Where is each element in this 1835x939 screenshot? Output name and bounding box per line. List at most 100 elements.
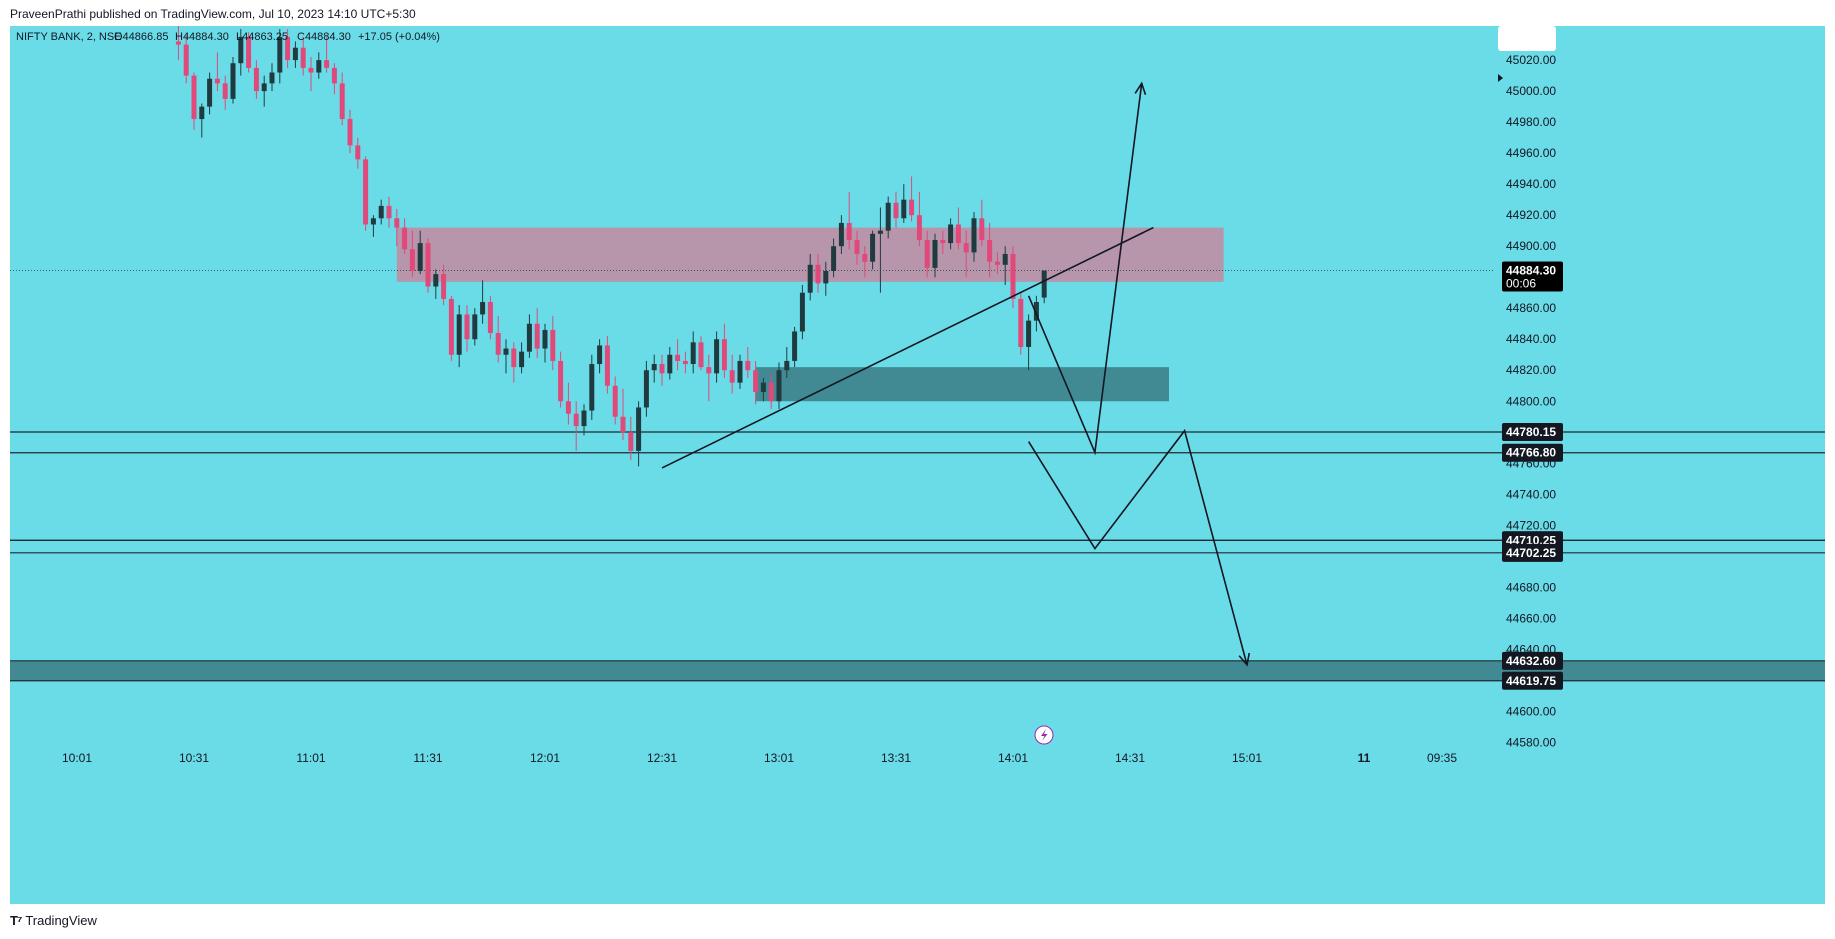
candle[interactable] bbox=[573, 401, 579, 451]
candle[interactable] bbox=[308, 57, 314, 92]
candle[interactable] bbox=[456, 305, 462, 368]
candle[interactable] bbox=[604, 336, 610, 394]
candle[interactable] bbox=[448, 295, 454, 361]
candle[interactable] bbox=[815, 253, 821, 293]
candle[interactable] bbox=[269, 63, 275, 92]
candle[interactable] bbox=[246, 32, 252, 73]
candle[interactable] bbox=[909, 176, 915, 222]
candle[interactable] bbox=[893, 191, 899, 228]
candle[interactable] bbox=[643, 360, 649, 417]
candle[interactable] bbox=[877, 207, 883, 293]
candle[interactable] bbox=[261, 75, 267, 107]
candle[interactable] bbox=[191, 72, 197, 130]
candle[interactable] bbox=[620, 388, 626, 441]
candle[interactable] bbox=[690, 331, 696, 374]
candle[interactable] bbox=[799, 284, 805, 340]
candle[interactable] bbox=[597, 339, 603, 374]
candle[interactable] bbox=[417, 230, 423, 275]
candle[interactable] bbox=[916, 191, 922, 247]
candle[interactable] bbox=[480, 280, 486, 324]
candle[interactable] bbox=[924, 230, 930, 278]
replay-button[interactable] bbox=[1034, 725, 1054, 745]
candle[interactable] bbox=[948, 218, 954, 250]
candle[interactable] bbox=[370, 215, 376, 237]
candle[interactable] bbox=[667, 346, 673, 380]
candle[interactable] bbox=[285, 29, 291, 68]
candle[interactable] bbox=[511, 342, 517, 383]
candle[interactable] bbox=[870, 230, 876, 270]
candle[interactable] bbox=[207, 72, 213, 115]
candle[interactable] bbox=[487, 295, 493, 340]
trendline[interactable] bbox=[661, 226, 1154, 469]
candle[interactable] bbox=[394, 208, 400, 247]
candle[interactable] bbox=[807, 253, 813, 301]
candle[interactable] bbox=[955, 207, 961, 250]
projection-path[interactable] bbox=[1027, 83, 1143, 456]
candle[interactable] bbox=[222, 75, 228, 110]
candle[interactable] bbox=[862, 246, 868, 278]
candle[interactable] bbox=[175, 26, 181, 61]
candle[interactable] bbox=[199, 103, 205, 138]
candle[interactable] bbox=[581, 404, 587, 436]
candle[interactable] bbox=[402, 218, 408, 254]
projection-path[interactable] bbox=[1027, 428, 1248, 666]
candle[interactable] bbox=[901, 184, 907, 223]
candle[interactable] bbox=[425, 238, 431, 293]
candle[interactable] bbox=[253, 60, 259, 99]
candle[interactable] bbox=[331, 63, 337, 95]
candle[interactable] bbox=[363, 156, 369, 231]
chart-area[interactable]: 45020.00 45000.00 44980.00 44960.00 44940.00… bbox=[10, 26, 1825, 904]
candle[interactable] bbox=[971, 212, 977, 262]
candle[interactable] bbox=[1010, 246, 1016, 309]
candle[interactable] bbox=[542, 323, 548, 363]
candle[interactable] bbox=[706, 354, 712, 402]
candle[interactable] bbox=[347, 109, 353, 154]
candle[interactable] bbox=[441, 264, 447, 306]
candle[interactable] bbox=[526, 314, 532, 358]
candle[interactable] bbox=[230, 57, 236, 104]
candle[interactable] bbox=[994, 252, 1000, 275]
candle[interactable] bbox=[651, 354, 657, 383]
candle[interactable] bbox=[378, 199, 384, 225]
zone-demand[interactable] bbox=[755, 367, 1169, 402]
candle[interactable] bbox=[729, 354, 735, 394]
candle[interactable] bbox=[760, 377, 766, 402]
candle[interactable] bbox=[339, 72, 345, 126]
candle[interactable] bbox=[792, 326, 798, 368]
candle[interactable] bbox=[932, 233, 938, 278]
candle[interactable] bbox=[433, 269, 439, 299]
candle[interactable] bbox=[675, 339, 681, 371]
candle[interactable] bbox=[714, 331, 720, 383]
candle[interactable] bbox=[503, 339, 509, 374]
candle[interactable] bbox=[885, 196, 891, 239]
candle[interactable] bbox=[589, 354, 595, 420]
candle[interactable] bbox=[277, 29, 283, 84]
candle[interactable] bbox=[854, 230, 860, 265]
candle[interactable] bbox=[534, 308, 540, 358]
candle[interactable] bbox=[355, 137, 361, 169]
candle[interactable] bbox=[628, 416, 634, 461]
candle[interactable] bbox=[324, 36, 330, 73]
candle[interactable] bbox=[823, 261, 829, 296]
candle[interactable] bbox=[472, 308, 478, 346]
candle[interactable] bbox=[464, 305, 470, 352]
candle[interactable] bbox=[737, 354, 743, 389]
candle[interactable] bbox=[1026, 314, 1032, 371]
scroll-arrow-icon[interactable] bbox=[1498, 74, 1503, 82]
candle[interactable] bbox=[558, 351, 564, 408]
candle[interactable] bbox=[659, 354, 665, 386]
candle[interactable] bbox=[386, 196, 392, 228]
candle[interactable] bbox=[636, 401, 642, 467]
candle[interactable] bbox=[550, 315, 556, 371]
candle[interactable] bbox=[292, 41, 298, 68]
candle[interactable] bbox=[940, 230, 946, 254]
candle[interactable] bbox=[495, 315, 501, 363]
candle[interactable] bbox=[612, 376, 618, 425]
candle[interactable] bbox=[698, 336, 704, 371]
candle[interactable] bbox=[831, 238, 837, 278]
candle[interactable] bbox=[768, 373, 774, 410]
candlestick-chart[interactable]: 45020.00 45000.00 44980.00 44960.00 44940.00… bbox=[10, 26, 1825, 904]
candle[interactable] bbox=[745, 346, 751, 378]
candle[interactable] bbox=[316, 52, 322, 79]
candle[interactable] bbox=[1018, 292, 1024, 355]
